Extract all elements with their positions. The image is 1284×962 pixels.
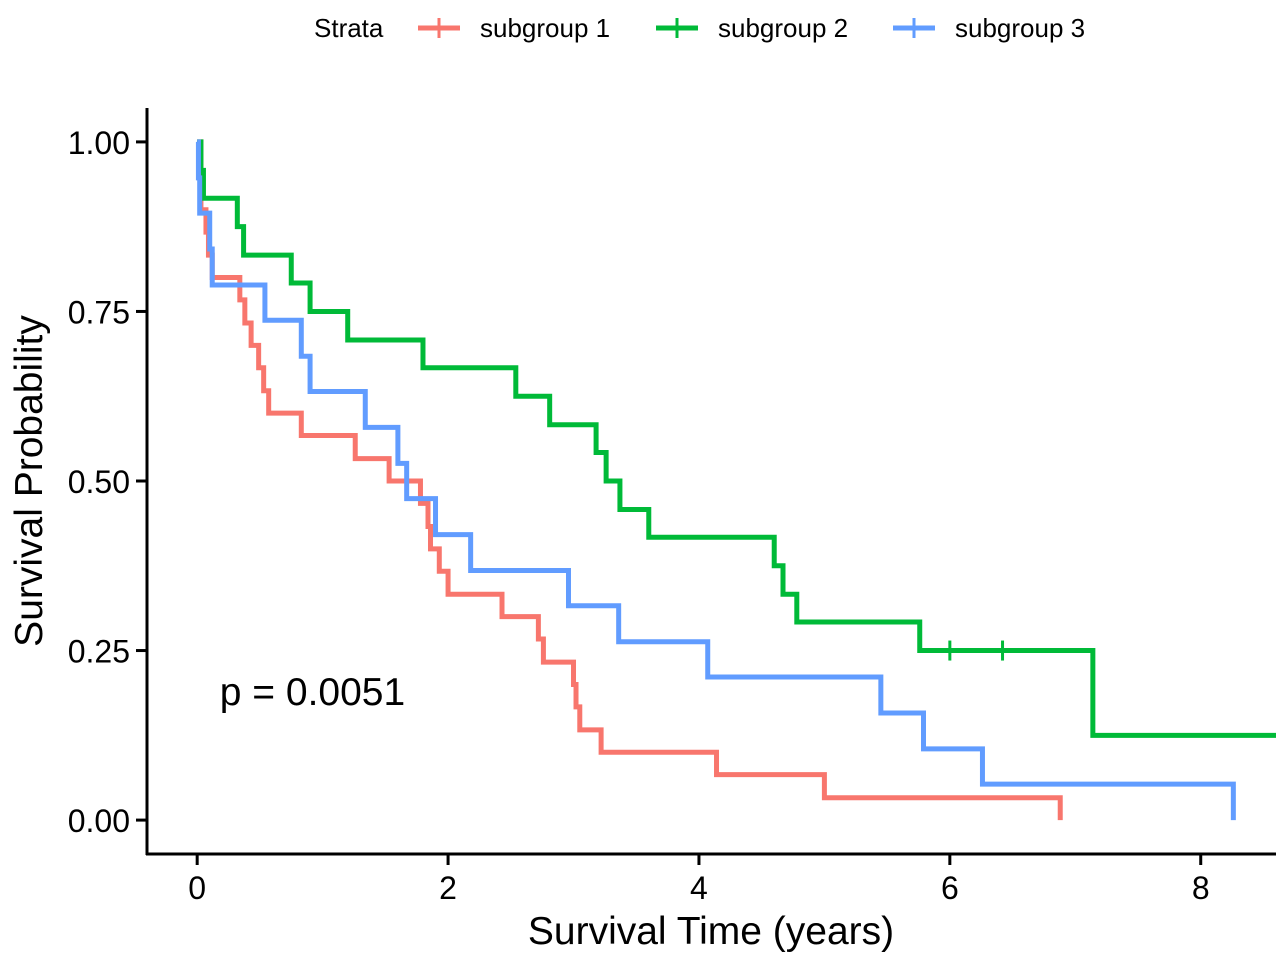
y-tick-label-0-50: 0.50 [68, 464, 130, 500]
p-value-annotation: p = 0.0051 [220, 671, 405, 714]
survival-curve-subgroup-3 [195, 139, 1236, 821]
legend-label-subgroup-2: subgroup 2 [718, 13, 848, 43]
survival-curve-subgroup-1 [197, 139, 1063, 821]
y-axis-title: Survival Probability [8, 315, 51, 647]
y-tick-label-0-00: 0.00 [68, 803, 130, 839]
survival-curve-subgroup-2 [197, 139, 1276, 738]
x-tick-label-8: 8 [1192, 870, 1210, 906]
y-tick-label-0-75: 0.75 [68, 294, 130, 330]
legend-entry-subgroup-1: subgroup 1 [418, 13, 610, 43]
x-tick-label-4: 4 [690, 870, 708, 906]
x-axis-title: Survival Time (years) [528, 910, 894, 953]
x-tick-label-2: 2 [439, 870, 457, 906]
plot-area: 0 2 4 6 8 0.00 0.25 0.50 0.75 1.00 p = 0.0051 [68, 108, 1276, 906]
legend-title: Strata [314, 13, 384, 43]
legend-entry-subgroup-3: subgroup 3 [893, 13, 1085, 43]
legend-label-subgroup-1: subgroup 1 [480, 13, 610, 43]
legend: Strata subgroup 1 subgroup 2 subgroup 3 [314, 13, 1085, 43]
y-tick-label-0-25: 0.25 [68, 634, 130, 670]
legend-label-subgroup-3: subgroup 3 [955, 13, 1085, 43]
y-tick-label-1-00: 1.00 [68, 125, 130, 161]
legend-entry-subgroup-2: subgroup 2 [656, 13, 848, 43]
x-tick-label-0: 0 [188, 870, 206, 906]
x-tick-label-6: 6 [941, 870, 959, 906]
